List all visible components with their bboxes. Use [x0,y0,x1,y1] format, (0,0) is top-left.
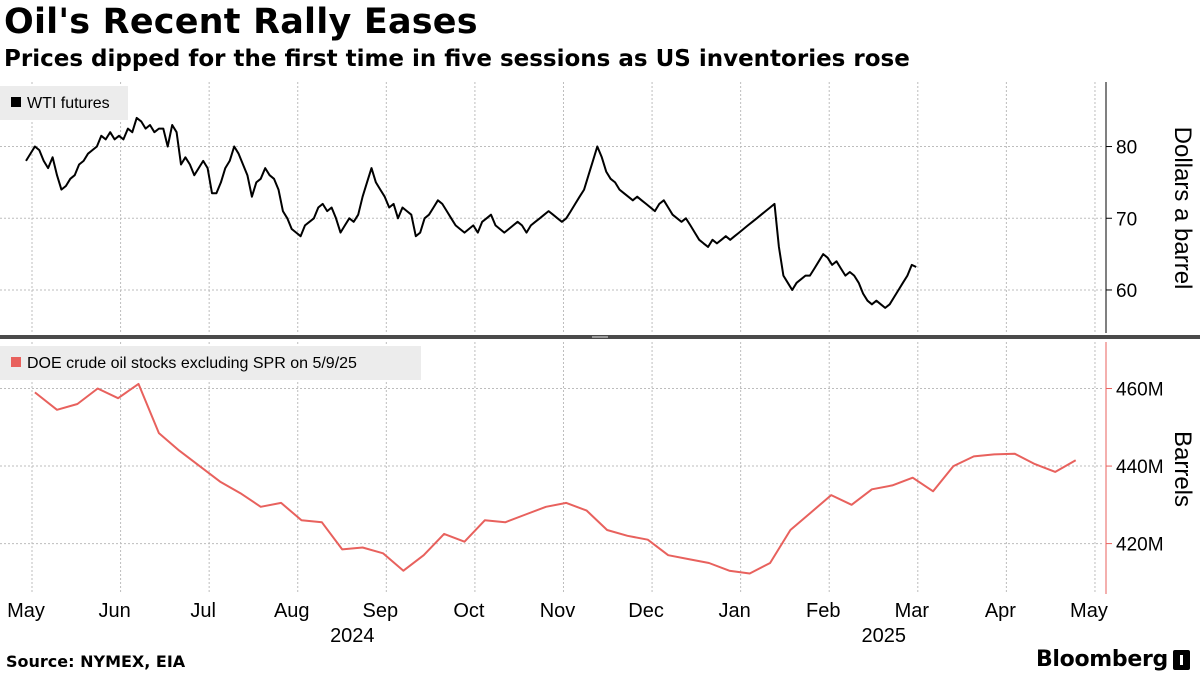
panel-divider-grip [592,336,608,338]
x-tick-label: May [7,600,45,622]
y-tick-label: 60 [1116,281,1137,302]
y-tick-label: 70 [1116,209,1137,230]
x-tick-label: May [1070,600,1108,622]
stocks-panel: DOE crude oil stocks excluding SPR on 5/… [0,342,1196,594]
x-tick-label: Jan [719,600,751,622]
source-note: Source: NYMEX, EIA [6,652,186,671]
wti-series-line [25,116,917,309]
wti-legend-swatch [11,97,21,107]
stocks-legend [0,346,421,380]
x-tick-label: Dec [628,600,664,622]
x-axis: May Jun Jul Aug Sep Oct Nov Dec Jan Feb Mar Apr May 2… [7,600,1108,647]
stocks-legend-label: DOE crude oil stocks excluding SPR on 5/… [27,355,357,372]
wti-legend [0,86,128,120]
stocks-legend-swatch [11,357,21,367]
wti-legend-label: WTI futures [27,95,110,112]
x-tick-label: Oct [453,600,485,622]
x-tick-label: Apr [985,600,1016,622]
grid-layer [0,82,1104,594]
x-tick-label: Mar [895,600,930,622]
x-tick-label: Sep [363,600,399,622]
x-tick-label: Jun [98,600,130,622]
stocks-y-axis-label: Barrels [1169,431,1196,507]
y-tick-label: 80 [1116,138,1137,159]
bloomberg-logo-icon [1173,650,1190,670]
chart-subtitle: Prices dipped for the first time in five… [4,46,910,72]
stocks-series-line [34,382,1077,575]
x-tick-label: Aug [274,600,310,622]
x-year-label: 2024 [330,625,375,647]
y-tick-label: 420M [1116,535,1164,556]
x-tick-label: Feb [806,600,840,622]
x-tick-label: Jul [190,600,216,622]
y-tick-label: 440M [1116,457,1164,478]
panel-divider [0,335,1200,339]
x-year-label: 2025 [862,625,907,647]
x-tick-label: Nov [540,600,576,622]
y-tick-label: 460M [1116,380,1164,401]
wti-y-axis-label: Dollars a barrel [1169,127,1196,290]
bloomberg-logo: Bloomberg [1035,647,1168,672]
chart-title: Oil's Recent Rally Eases [4,2,478,42]
wti-panel: WTI futures Dollars a barrel 60 70 80 [0,82,1196,333]
